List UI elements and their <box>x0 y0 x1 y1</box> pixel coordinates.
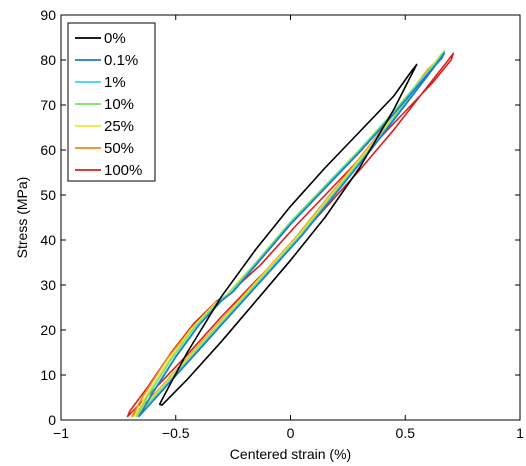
legend-label: 100% <box>104 162 142 179</box>
legend-items: 0% 0.1% 1% 10% 25% 50% 100% <box>75 30 142 179</box>
x-axis-ticks: −1 −0.5 0 0.5 1 <box>53 15 524 441</box>
series-line <box>158 63 418 406</box>
legend-label: 50% <box>104 140 134 157</box>
y-tick-label: 50 <box>40 187 56 203</box>
y-axis-title: Stress (MPa) <box>14 177 30 259</box>
y-tick-label: 0 <box>48 412 56 428</box>
y-tick-label: 20 <box>40 322 56 338</box>
series-line <box>135 50 446 418</box>
y-axis-ticks: 0 10 20 30 40 50 60 70 80 90 <box>40 7 520 428</box>
x-tick-label: 0.5 <box>396 425 416 441</box>
y-tick-label: 30 <box>40 277 56 293</box>
x-tick-label: −1 <box>53 425 69 441</box>
legend-label: 10% <box>104 96 134 113</box>
legend-label: 0% <box>104 30 126 47</box>
legend-label: 0.1% <box>104 52 138 69</box>
y-tick-label: 60 <box>40 142 56 158</box>
x-axis-title: Centered strain (%) <box>230 446 351 462</box>
y-tick-label: 70 <box>40 97 56 113</box>
series-layer <box>126 50 455 418</box>
x-tick-label: 1 <box>516 425 524 441</box>
legend-label: 1% <box>104 74 126 91</box>
legend-box <box>67 22 156 182</box>
legend: 0% 0.1% 1% 10% 25% 50% 100% <box>67 22 156 182</box>
y-tick-label: 40 <box>40 232 56 248</box>
y-tick-label: 10 <box>40 367 56 383</box>
x-tick-label: 0 <box>287 425 295 441</box>
series-line <box>138 52 446 418</box>
y-tick-label: 80 <box>40 52 56 68</box>
legend-label: 25% <box>104 118 134 135</box>
x-tick-label: −0.5 <box>162 425 190 441</box>
y-tick-label: 90 <box>40 7 56 23</box>
